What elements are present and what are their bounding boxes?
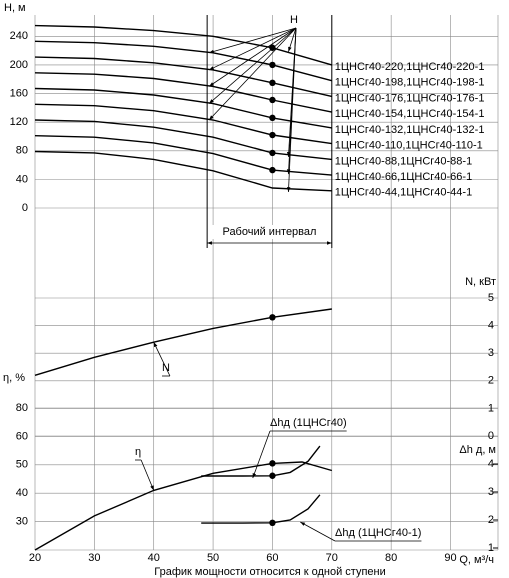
x-tick-label: 60 [266,552,278,564]
leader-arrow [208,27,297,121]
leader-arrow [140,459,155,491]
marker [269,472,276,479]
y-tick-label: 30 [16,516,28,528]
y2-tick-label: 1 [488,402,494,414]
y-tick-label: 0 [22,202,28,214]
axis-label: N, кВт [465,276,496,288]
curve [34,87,332,129]
band-label-bg [211,225,328,239]
y2-tick-label: 3 [488,347,494,359]
note: График мощности относится к одной ступен… [154,566,386,578]
y2-tick-label: 5 [488,292,494,304]
leader-arrow [286,27,297,192]
axis-label: Δh д, м [459,444,496,456]
y-tick-label: 120 [10,116,28,128]
y-tick-label: 80 [16,402,28,414]
leader-arrow [288,27,297,52]
series-label: 1ЦНСг40-66,1ЦНСг40-66-1 [335,171,472,183]
series-label: 1ЦНСг40-220,1ЦНСг40-220-1 [335,61,485,73]
axis-label: η, % [3,372,25,384]
y-tick-label: 240 [10,30,28,42]
y2-tick-label: 1 [488,542,494,554]
curve [34,135,332,176]
y2-tick-label: 3 [488,486,494,498]
x-tick-label: 70 [326,552,338,564]
curve [201,494,321,524]
y-tick-label: 200 [10,59,28,71]
curve [34,40,332,82]
y2-tick-label: 2 [488,514,494,526]
series-label: 1ЦНСг40-176,1ЦНСг40-176-1 [335,92,485,104]
annotation: Н [290,14,298,26]
leader-arrow [252,430,271,479]
y-tick-label: 40 [16,173,28,185]
series-label: 1ЦНСг40-132,1ЦНСг40-132-1 [335,124,485,136]
series-label: 1ЦНСг40-110,1ЦНСг40-110-1 [335,140,483,152]
x-tick-label: 50 [207,552,219,564]
marker [269,149,276,157]
curve [34,150,332,192]
y-tick-label: 40 [16,487,28,499]
series-label: 1ЦНСг40-88,1ЦНСг40-88-1 [335,155,472,167]
y2-tick-label: 4 [488,320,494,332]
marker [269,114,276,122]
curve [34,72,332,113]
leader-arrow [208,27,297,54]
curve [34,103,332,145]
y2-tick-label: 2 [488,375,494,387]
series-label: Δhд (1ЦНСг40) [270,417,347,429]
series-label: 1ЦНСг40-154,1ЦНСг40-154-1 [335,108,485,120]
marker [269,460,276,467]
y-tick-label: 80 [16,145,28,157]
curve [34,24,332,66]
leader-arrow [208,27,297,87]
leader-arrow [208,27,297,104]
y-tick-label: 60 [16,430,28,442]
marker [269,166,276,174]
band-label: Рабочий интервал [222,226,316,238]
curve [34,56,332,98]
marker [269,96,276,104]
leader-arrow [300,521,336,542]
series-label: N [162,362,170,374]
series-label: 1ЦНСг40-44,1ЦНСг40-44-1 [335,187,472,199]
curve [34,461,332,551]
x-tick-label: 20 [29,552,41,564]
leader-arrow [153,341,171,377]
x-tick-label: 40 [148,552,160,564]
x-tick-label: 90 [444,552,456,564]
curve [34,308,332,376]
curve [201,445,321,477]
marker [269,61,276,69]
y2-tick-label: 4 [488,458,494,470]
series-label: 1ЦНСг40-198,1ЦНСг40-198-1 [335,77,485,89]
y-axis-label: Н, м [4,2,26,14]
x-axis-label: Q, м³/ч [459,554,494,566]
marker [269,314,276,321]
plot [34,15,422,551]
marker [269,79,276,87]
marker [269,519,276,526]
y2-tick-label: 0 [488,430,494,442]
leader-arrow [208,27,297,71]
marker [269,131,276,139]
series-label: Δhд (1ЦНСг40-1) [335,527,421,539]
y-tick-label: 50 [16,459,28,471]
curve [34,119,332,161]
x-tick-label: 30 [88,552,100,564]
series-label: η [135,446,141,458]
y-tick-label: 160 [10,87,28,99]
x-tick-label: 80 [385,552,397,564]
